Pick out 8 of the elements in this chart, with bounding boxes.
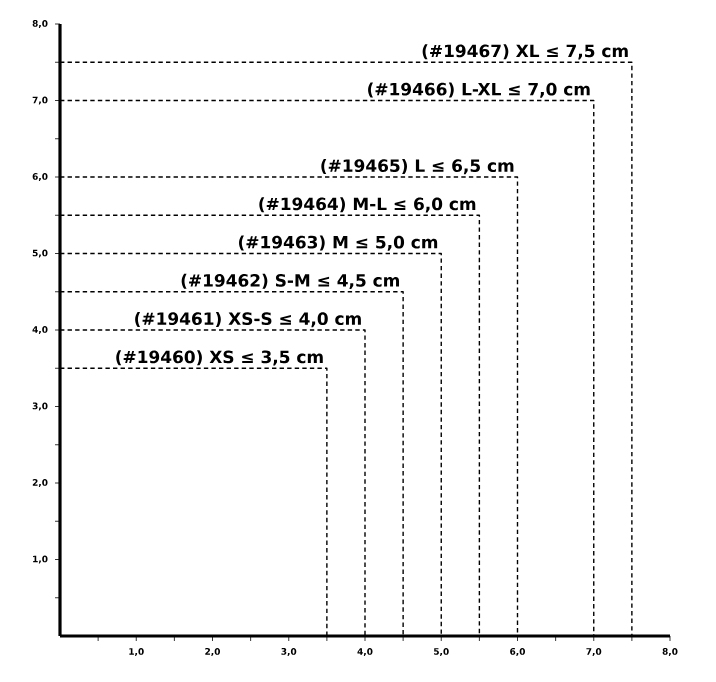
annotation: (#19465) L ≤ 6,5 cm — [321, 158, 514, 175]
annotation: (#19460) XS ≤ 3,5 cm — [116, 350, 323, 366]
annotation: (#19466) L-XL ≤ 7,0 cm — [368, 82, 590, 98]
annotation: (#19461) XS-S ≤ 4,0 cm — [135, 311, 361, 328]
annotation: (#19462) S-M ≤ 4,5 cm — [181, 273, 400, 289]
annotation: (#19467) XL ≤ 7,5 cm — [422, 44, 628, 60]
annotation: (#19464) M-L ≤ 6,0 cm — [259, 197, 476, 213]
annotation: (#19463) M ≤ 5,0 cm — [239, 235, 438, 251]
